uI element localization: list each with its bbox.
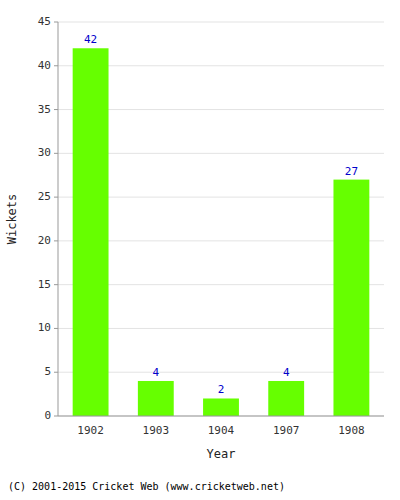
data-labels: 4242427	[84, 33, 358, 396]
y-tick	[54, 22, 58, 23]
chart-svg: 0510152025303540454242427190219031904190…	[0, 0, 400, 500]
y-tick	[54, 197, 58, 198]
y-axis-label: Wickets	[5, 194, 19, 245]
y-tick	[54, 284, 58, 285]
data-label: 4	[152, 366, 159, 379]
bar	[73, 48, 109, 416]
bars	[73, 48, 370, 416]
y-tick	[54, 153, 58, 154]
x-axis-line	[58, 416, 384, 417]
grid-line	[58, 416, 384, 417]
y-tick-label: 25	[38, 190, 51, 203]
data-label: 27	[345, 165, 358, 178]
y-tick	[54, 372, 58, 373]
y-tick-label: 35	[38, 103, 51, 116]
y-tick-label: 40	[38, 59, 51, 72]
x-tick-label: 1902	[77, 424, 104, 437]
data-label: 2	[218, 383, 225, 396]
bar	[268, 381, 304, 416]
bar	[138, 381, 174, 416]
y-tick-label: 20	[38, 234, 51, 247]
x-tick-label: 1907	[273, 424, 300, 437]
y-tick	[54, 240, 58, 241]
x-tick-label: 1903	[143, 424, 170, 437]
data-label: 42	[84, 33, 97, 46]
y-axis: 0 5 10 15 20 25 30 35 40 45	[38, 15, 58, 422]
chart-container: 0510152025303540454242427190219031904190…	[0, 0, 400, 500]
y-tick-label: 0	[44, 409, 51, 422]
y-axis-line	[58, 22, 59, 416]
y-tick-label: 10	[38, 321, 51, 334]
data-label: 4	[283, 366, 290, 379]
y-tick	[54, 109, 58, 110]
y-grid	[58, 22, 384, 416]
x-tick-label: 1904	[208, 424, 235, 437]
y-tick	[54, 65, 58, 66]
bar	[203, 398, 239, 416]
x-tick-label: 1908	[338, 424, 365, 437]
y-tick-label: 30	[38, 146, 51, 159]
grid-line	[58, 22, 384, 23]
y-tick-label: 5	[44, 365, 51, 378]
bar	[333, 180, 369, 416]
y-tick	[54, 328, 58, 329]
x-axis-label: Year	[207, 447, 236, 461]
y-tick-label: 45	[38, 15, 51, 28]
x-axis: 1902 1903 1904 1907 1908	[77, 424, 364, 437]
y-tick	[54, 416, 58, 417]
y-tick-label: 15	[38, 278, 51, 291]
footer: (C) 2001-2015 Cricket Web (www.cricketwe…	[8, 481, 285, 492]
